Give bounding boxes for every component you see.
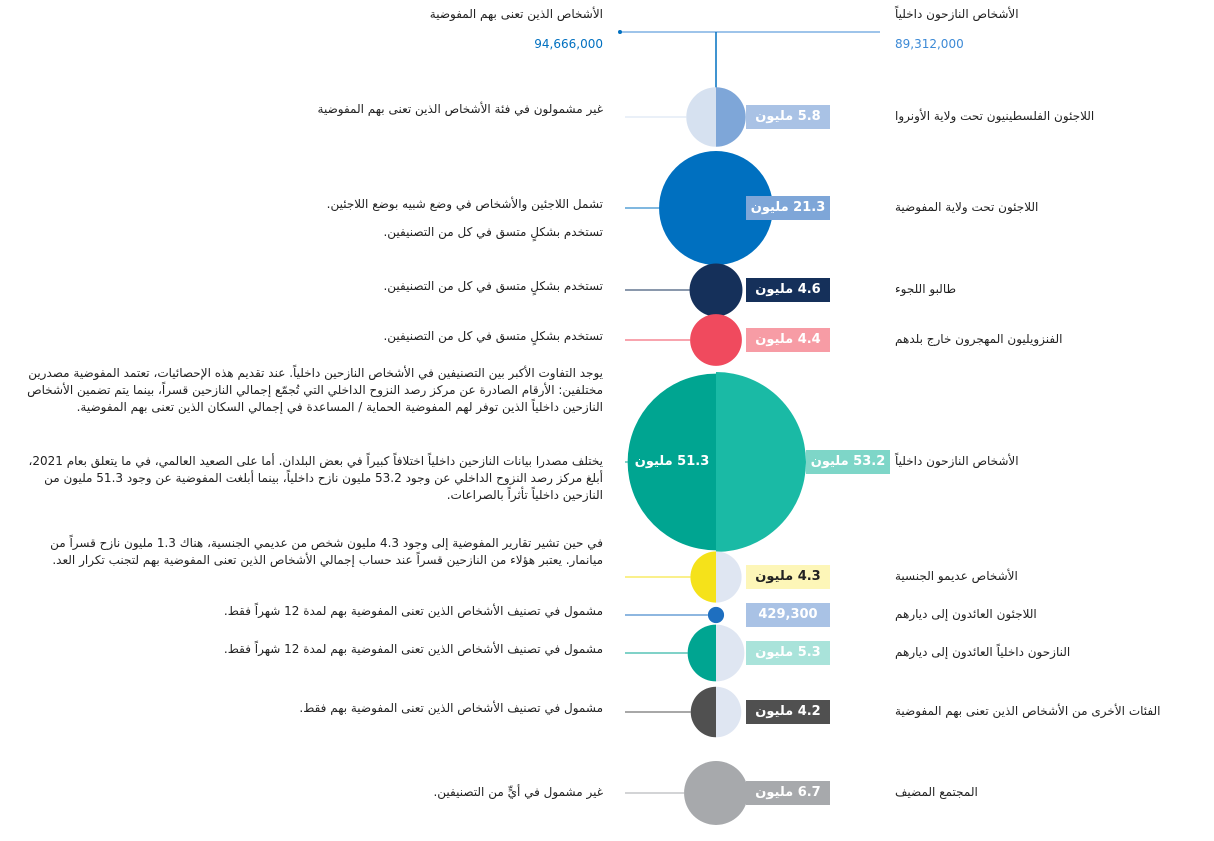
half-circle-right [716, 87, 746, 147]
value-label: 21.3 مليون [746, 196, 830, 220]
right-title: الأشخاص النازحون داخلياً [895, 7, 1019, 21]
left-title: الأشخاص الذين تعنى بهم المفوضية [429, 7, 603, 21]
half-circle-left [627, 373, 716, 551]
row-note: مشمول في تصنيف الأشخاص الذين تعنى المفوض… [223, 642, 603, 656]
right-total: 89,312,000 [895, 37, 964, 51]
row-label: طالبو اللجوء [895, 282, 957, 296]
row-note: تستخدم بشكلٍ متسق في كل من التصنيفين. [383, 225, 603, 239]
row-label: اللاجئون العائدون إلى ديارهم [895, 607, 1037, 621]
half-circle-left [690, 686, 716, 738]
half-circle-right [716, 263, 743, 317]
row-note: تستخدم بشكلٍ متسق في كل من التصنيفين. [383, 279, 603, 293]
row-label: اللاجئون الفلسطينيون تحت ولاية الأونروا [895, 109, 1095, 123]
left-total: 94,666,000 [534, 37, 603, 51]
half-circle-left [659, 151, 716, 265]
value-label: 4.3 مليون [746, 565, 830, 589]
value-label: 5.8 مليون [746, 105, 830, 129]
half-circle-right [716, 606, 725, 624]
row-note: يوجد التفاوت الأكبر بين التصنيفين في الأ… [27, 366, 603, 414]
half-circle-left [684, 761, 716, 825]
row-note: في حين تشير تقارير المفوضية إلى وجود 4.3… [50, 536, 603, 567]
half-circle-right [716, 314, 742, 366]
value-label: 4.2 مليون [746, 700, 830, 724]
row-note: تشمل اللاجئين والأشخاص في وضع شبيه بوضع … [326, 197, 603, 211]
row-label: النازحون داخلياً العائدون إلى ديارهم [895, 645, 1071, 659]
row-note: غير مشمول في أيٍّ من التصنيفين. [433, 785, 603, 799]
row-label: الأشخاص النازحون داخلياً [895, 454, 1019, 468]
half-circle-left [687, 624, 716, 682]
half-circle-right [716, 686, 742, 738]
row-label: المجتمع المضيف [895, 785, 978, 799]
value-label: 53.2 مليون [806, 450, 890, 474]
row-note: غير مشمولون في فئة الأشخاص الذين تعنى به… [317, 102, 603, 116]
header-dot [618, 30, 622, 34]
value-label: 5.3 مليون [746, 641, 830, 665]
half-circle-right [716, 372, 806, 552]
row-label: الفنزويليون المهجرون خارج بلدهم [895, 332, 1063, 346]
half-circle-left [689, 263, 716, 317]
half-circle-right [716, 761, 748, 825]
half-circle-left [690, 551, 716, 603]
value-label: 4.4 مليون [746, 328, 830, 352]
value-label: 429,300 [746, 603, 830, 627]
half-circle-left [690, 314, 716, 366]
value-label: 51.3 مليون [634, 454, 710, 469]
row-note: مشمول في تصنيف الأشخاص الذين تعنى المفوض… [223, 604, 603, 618]
half-circle-right [716, 151, 773, 265]
value-label: 6.7 مليون [746, 781, 830, 805]
half-circle-right [716, 551, 742, 603]
row-label: الفئات الأخرى من الأشخاص الذين تعنى بهم … [895, 704, 1161, 718]
row-label: الأشخاص عديمو الجنسية [895, 569, 1018, 583]
half-circle-right [716, 624, 745, 682]
row-note: يختلف مصدرا بيانات النازحين داخلياً اختل… [28, 454, 603, 502]
row-note: تستخدم بشكلٍ متسق في كل من التصنيفين. [383, 329, 603, 343]
value-label: 4.6 مليون [746, 278, 830, 302]
half-circle-left [686, 87, 716, 147]
row-note: مشمول في تصنيف الأشخاص الذين تعنى المفوض… [299, 701, 603, 715]
half-circle-left [707, 606, 716, 624]
row-label: اللاجئون تحت ولاية المفوضية [895, 200, 1039, 214]
